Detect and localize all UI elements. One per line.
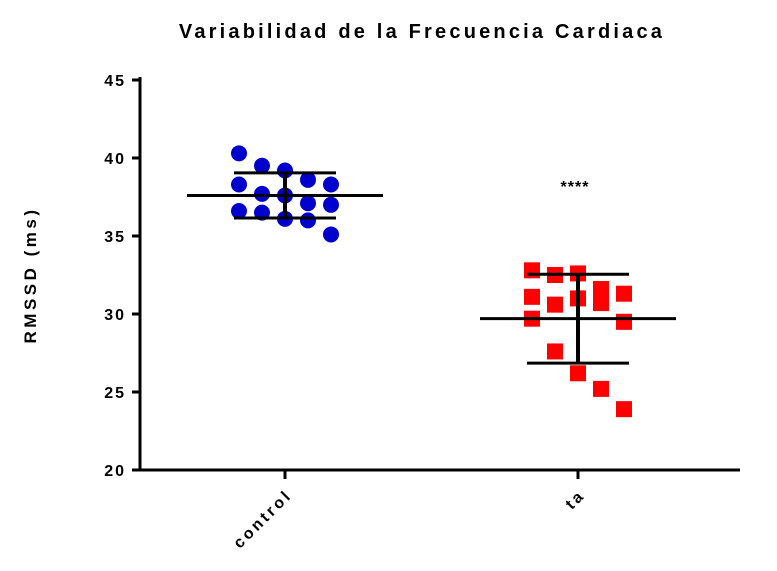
data-point [593, 380, 609, 397]
data-point [616, 285, 632, 302]
data-point [524, 262, 540, 279]
data-point [300, 195, 316, 212]
data-point [616, 313, 632, 330]
chart-title: Variabilidad de la Frecuencia Cardiaca [179, 21, 665, 43]
data-point [593, 281, 609, 298]
data-point [254, 185, 270, 202]
y-axis-label: RMSSD (ms) [21, 206, 40, 343]
y-tick-label: 45 [104, 73, 126, 90]
data-point [254, 157, 270, 174]
data-point [616, 401, 632, 418]
y-tick-label: 20 [104, 463, 126, 480]
y-tick-label: 35 [104, 229, 126, 246]
data-point [323, 226, 339, 243]
x-tick-label: ta [562, 487, 588, 513]
annotation: **** [561, 179, 590, 196]
data-point [570, 365, 586, 382]
data-point [231, 145, 247, 162]
data-point [323, 176, 339, 193]
x-tick-label: control [231, 487, 296, 552]
y-tick-label: 40 [104, 151, 126, 168]
data-point [231, 176, 247, 193]
data-point [300, 171, 316, 188]
y-tick-label: 25 [104, 385, 126, 402]
data-point [323, 196, 339, 213]
data-point [277, 162, 293, 179]
data-point [524, 288, 540, 305]
data-point [300, 212, 316, 229]
data-point [231, 203, 247, 220]
data-point [547, 296, 563, 313]
y-tick-label: 30 [104, 307, 126, 324]
data-point [547, 343, 563, 360]
data-point [593, 295, 609, 312]
